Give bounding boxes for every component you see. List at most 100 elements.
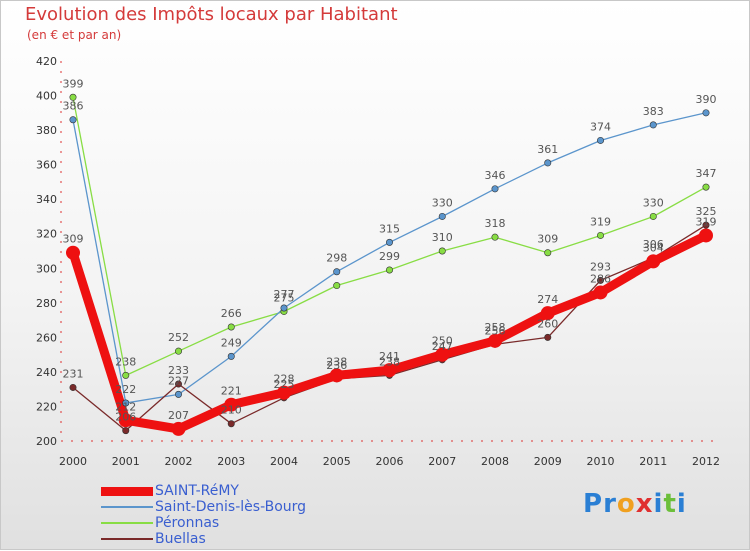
data-label: 383 <box>643 105 664 118</box>
data-point <box>702 221 710 229</box>
legend-label-saint-remy: SAINT-RéMY <box>155 483 239 499</box>
y-tick-label: 400 <box>36 90 57 103</box>
data-label: 286 <box>590 272 611 285</box>
data-label: 236 <box>326 359 347 372</box>
data-point <box>699 228 713 243</box>
data-point <box>385 238 393 246</box>
data-point <box>544 333 552 341</box>
data-label: 228 <box>274 373 295 386</box>
y-tick-label: 260 <box>36 331 57 344</box>
y-tick-label: 200 <box>36 435 57 448</box>
data-label: 386 <box>63 100 84 113</box>
data-point <box>175 347 183 355</box>
x-tick-label: 2001 <box>112 455 140 468</box>
data-label: 318 <box>485 217 506 230</box>
data-point <box>277 385 291 400</box>
x-tick-label: 2007 <box>428 455 456 468</box>
legend-label-buellas: Buellas <box>155 531 206 547</box>
x-tick-label: 2009 <box>534 455 562 468</box>
legend-label-saint-denis-les-bourg: Saint-Denis-lès-Bourg <box>155 499 307 515</box>
legend-swatch-saint-remy <box>101 487 153 496</box>
series-points <box>66 93 713 436</box>
data-label: 247 <box>432 340 453 353</box>
data-label: 250 <box>432 335 453 348</box>
data-label: 238 <box>379 355 400 368</box>
data-point <box>227 323 235 331</box>
data-point <box>118 413 133 428</box>
data-label: 299 <box>379 250 400 263</box>
data-point <box>122 427 130 435</box>
data-point <box>227 420 235 428</box>
x-tick-label: 2011 <box>639 455 667 468</box>
data-label: 227 <box>168 374 189 387</box>
x-tick-label: 2006 <box>376 455 404 468</box>
data-point <box>224 397 239 412</box>
logo-letter: o <box>616 489 636 519</box>
data-label: 298 <box>326 252 347 265</box>
y-tick-label: 360 <box>36 159 57 172</box>
data-point <box>544 249 552 257</box>
data-label: 309 <box>537 233 558 246</box>
data-point <box>649 121 657 129</box>
data-point <box>69 383 77 391</box>
data-point <box>596 136 604 144</box>
data-label: 274 <box>537 293 558 306</box>
logo-letter: P <box>583 489 604 519</box>
data-label: 249 <box>221 336 242 349</box>
data-point <box>333 268 341 276</box>
data-point <box>329 368 344 383</box>
y-tick-label: 320 <box>36 228 57 241</box>
data-point <box>69 93 77 101</box>
proxiti-logo: Proxiti <box>583 489 687 519</box>
y-tick-label: 240 <box>36 366 57 379</box>
data-point <box>382 363 397 378</box>
logo-letter: r <box>603 489 617 519</box>
data-point <box>596 276 604 284</box>
data-label: 293 <box>590 260 611 273</box>
y-tick-label: 420 <box>36 55 57 68</box>
data-label: 325 <box>696 205 717 218</box>
data-label: 306 <box>643 238 664 251</box>
y-tick-label: 220 <box>36 400 57 413</box>
axes: 200 220 240 260 280 300 320 340 360 380 400 420 2000… <box>36 55 720 468</box>
data-label: 233 <box>168 364 189 377</box>
data-label: 238 <box>115 355 136 368</box>
logo-letter: i <box>653 489 664 519</box>
data-label: 330 <box>643 196 664 209</box>
data-label: 310 <box>432 231 453 244</box>
data-label: 222 <box>115 383 136 396</box>
data-label: 330 <box>432 196 453 209</box>
data-point <box>175 380 183 388</box>
data-label: 277 <box>274 288 295 301</box>
x-tick-label: 2008 <box>481 455 509 468</box>
x-tick-label: 2000 <box>59 455 87 468</box>
data-point <box>435 347 450 362</box>
data-label: 256 <box>485 324 506 337</box>
data-label: 319 <box>590 215 611 228</box>
data-point <box>702 109 710 117</box>
data-point <box>175 390 183 398</box>
data-point <box>69 116 77 124</box>
data-point <box>491 233 499 241</box>
legend-swatch-peronnas <box>101 522 153 524</box>
data-point <box>702 183 710 191</box>
data-label: 346 <box>485 169 506 182</box>
data-label: 231 <box>63 367 84 380</box>
data-point <box>593 285 608 300</box>
data-label: 241 <box>379 350 400 363</box>
chart-subtitle: (en € et par an) <box>27 28 122 42</box>
data-label: 206 <box>115 411 136 424</box>
data-label: 319 <box>696 215 717 228</box>
data-label: 266 <box>221 307 242 320</box>
legend-label-peronnas: Péronnas <box>155 515 220 531</box>
y-tick-label: 280 <box>36 297 57 310</box>
legend-swatch-saint-denis-les-bourg <box>101 506 153 508</box>
data-label: 275 <box>274 291 295 304</box>
logo-letter: t <box>663 489 677 519</box>
x-tick-label: 2010 <box>587 455 615 468</box>
x-tick-label: 2005 <box>323 455 351 468</box>
chart-title: Evolution des Impôts locaux par Habitant <box>25 4 398 25</box>
data-label: 225 <box>274 378 295 391</box>
